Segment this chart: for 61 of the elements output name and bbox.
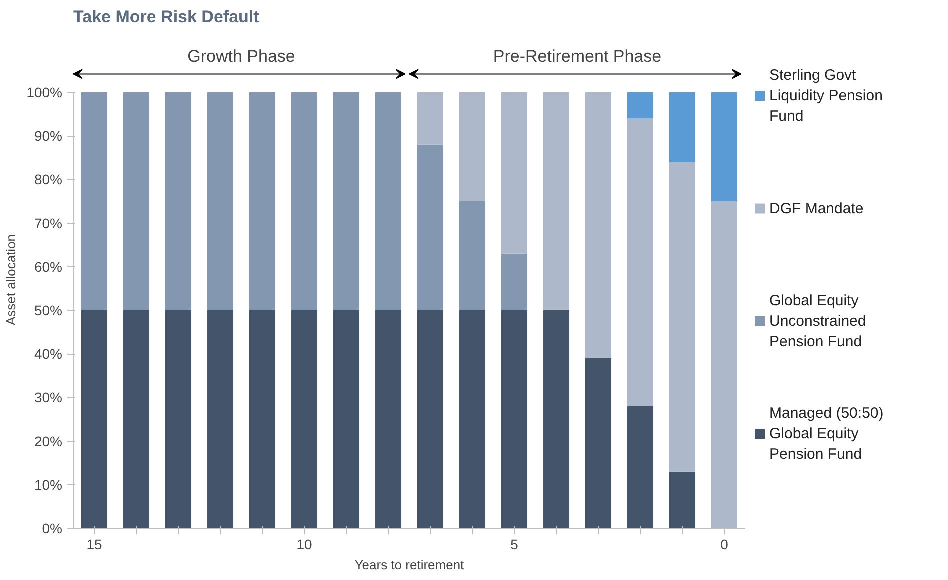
bar <box>711 92 738 202</box>
y-tick-label: 40% <box>34 346 63 362</box>
y-tick-label: 20% <box>34 433 63 450</box>
bar <box>165 92 192 311</box>
bar <box>501 254 528 311</box>
bar <box>585 92 612 358</box>
bar <box>501 92 528 254</box>
y-tick-label: 100% <box>26 84 63 101</box>
bar <box>459 202 486 311</box>
bar <box>543 92 570 311</box>
bar <box>333 310 360 528</box>
text: Growth Phase <box>188 47 296 66</box>
bar <box>249 92 276 311</box>
y-tick-label: 30% <box>34 390 63 406</box>
x-tick-label: 15 <box>86 536 102 552</box>
bar <box>207 310 234 528</box>
bar <box>711 202 738 528</box>
text: Pre-Retirement Phase <box>493 47 662 66</box>
legend-label: Sterling Govt Liquidity Pension Fund <box>770 67 883 126</box>
bar <box>627 118 654 406</box>
bar <box>81 92 108 311</box>
bar <box>81 310 108 528</box>
bar <box>123 92 150 311</box>
y-tick-label: 50% <box>34 302 63 319</box>
x-tick-label: 10 <box>296 536 312 552</box>
legend-label: DGF Mandate <box>770 200 864 218</box>
y-tick-label: 90% <box>34 128 63 144</box>
bar <box>627 406 654 528</box>
bar <box>417 310 444 528</box>
bar <box>291 92 318 311</box>
chart-title: Take More Risk Default <box>74 8 260 26</box>
x-axis-title: Years to retirement <box>354 558 465 572</box>
bar <box>501 310 528 528</box>
bar <box>627 92 654 119</box>
bar <box>669 472 696 528</box>
bar <box>585 358 612 528</box>
y-tick-label: 80% <box>34 172 63 188</box>
y-tick-label: 0% <box>42 520 62 536</box>
bar <box>165 310 192 528</box>
bar <box>459 92 486 202</box>
legend-label: Global Equity Unconstrained Pension Fund <box>770 292 866 350</box>
y-tick-label: 70% <box>34 215 63 232</box>
x-tick-label: 0 <box>720 536 729 552</box>
bar <box>417 144 444 311</box>
bar <box>249 310 276 528</box>
bar <box>417 92 444 145</box>
bar <box>291 310 318 528</box>
bar <box>669 92 696 162</box>
y-axis-title: Asset allocation <box>4 234 19 326</box>
y-tick-label: 10% <box>34 476 63 493</box>
bar <box>669 162 696 472</box>
y-tick-label: 60% <box>34 258 63 275</box>
bar <box>459 310 486 528</box>
bar <box>375 310 402 528</box>
bar <box>375 92 402 311</box>
bar <box>123 310 150 528</box>
legend-label: Managed (50:50) Global Equity Pension Fund <box>770 405 884 463</box>
bar <box>543 310 570 528</box>
x-tick-label: 5 <box>510 536 519 552</box>
bar <box>207 92 234 311</box>
bar <box>333 92 360 311</box>
